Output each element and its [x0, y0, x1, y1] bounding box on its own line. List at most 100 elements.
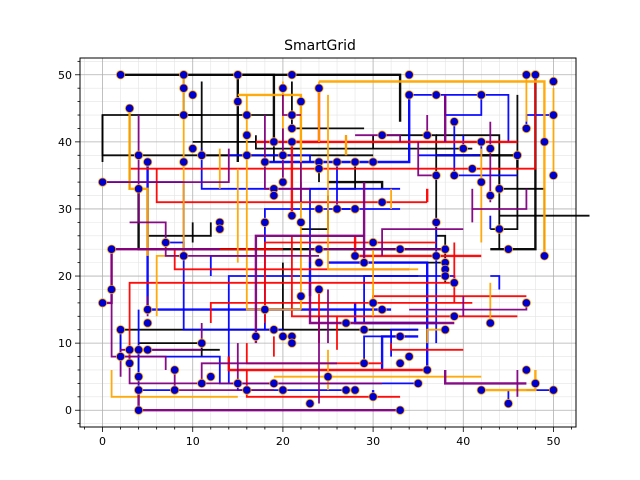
grid-node-point [395, 331, 405, 342]
grid-node-point [143, 157, 153, 167]
grid-node-point [431, 170, 441, 181]
grid-node-point [143, 345, 153, 355]
grid-node-point [115, 351, 126, 362]
y-tick-label: 30 [58, 203, 72, 216]
grid-node-point [134, 184, 144, 194]
series-line-blue [200, 148, 401, 190]
grid-node-point [548, 76, 559, 87]
series-line-red [245, 370, 401, 398]
grid-node-point [125, 103, 135, 113]
grid-node-point [179, 70, 189, 80]
grid-node-point [440, 271, 450, 281]
series-line-purple [308, 282, 455, 325]
x-tick-label: 0 [99, 435, 106, 448]
grid-node-point [476, 90, 486, 100]
grid-node-point [260, 304, 270, 315]
y-tick-label: 10 [58, 337, 72, 350]
points-layer [97, 70, 559, 415]
grid-node-point [97, 298, 108, 308]
grid-node-point [197, 338, 207, 348]
grid-node-point [521, 70, 532, 80]
grid-node-point [314, 244, 324, 254]
series-line-orange [327, 94, 419, 271]
grid-node-point [368, 298, 378, 308]
grid-node-point [449, 170, 459, 181]
grid-node-point [242, 150, 252, 160]
series-line-red [290, 235, 518, 318]
grid-node-point [134, 405, 144, 415]
series-line-red [263, 241, 437, 323]
grid-node-point [404, 351, 414, 362]
grid-node-point [115, 325, 126, 335]
grid-node-point [197, 378, 207, 388]
grid-node-point [97, 177, 108, 187]
grid-node-point [287, 338, 297, 348]
grid-node-point [368, 237, 378, 248]
grid-node-point [314, 284, 324, 295]
series-line-black [328, 180, 384, 189]
grid-node-point [134, 385, 144, 395]
grid-node-point [359, 325, 369, 335]
series-line-purple [200, 362, 337, 384]
grid-node-point [404, 70, 414, 80]
series-line-blue [264, 94, 411, 164]
grid-node-point [260, 217, 270, 227]
series-line-orange [481, 370, 537, 392]
grid-node-point [233, 70, 243, 80]
grid-node-point [179, 83, 189, 93]
grid-node-point [350, 204, 360, 214]
grid-node-point [314, 258, 324, 268]
series-line-orange [426, 328, 446, 344]
y-tick-label: 50 [58, 69, 72, 82]
grid-node-point [134, 372, 144, 382]
grid-node-point [179, 251, 189, 261]
grid-node-point [548, 385, 559, 395]
grid-node-point [287, 110, 297, 120]
grid-node-point [233, 378, 243, 388]
series-line-purple [355, 134, 402, 142]
series-line-red [390, 343, 464, 351]
grid-node-point [377, 130, 387, 140]
grid-node-point [260, 157, 270, 167]
grid-node-point [341, 385, 351, 395]
grid-node-point [278, 385, 288, 395]
grid-node-point [332, 157, 342, 167]
grid-node-point [530, 70, 541, 80]
grid-node-point [521, 123, 532, 134]
grid-node-point [206, 372, 216, 382]
grid-node-point [431, 217, 441, 227]
grid-node-point [494, 224, 504, 234]
grid-node-point [503, 244, 513, 254]
grid-node-point [341, 318, 351, 328]
grid-node-point [485, 143, 495, 154]
grid-node-point [521, 298, 532, 308]
x-tick-label: 40 [456, 435, 470, 448]
grid-node-point [467, 164, 477, 174]
grid-node-point [440, 325, 450, 335]
x-tick-label: 50 [546, 435, 560, 448]
grid-node-point [287, 211, 297, 221]
grid-node-point [106, 284, 117, 295]
grid-node-point [377, 197, 387, 207]
grid-node-point [422, 365, 432, 375]
series-line-purple [472, 188, 528, 210]
series-line-blue [363, 335, 401, 364]
x-tick-label: 30 [366, 435, 380, 448]
series-line-red [128, 281, 455, 364]
grid-node-point [332, 204, 342, 214]
series-line-purple [119, 348, 202, 377]
grid-node-point [548, 170, 559, 181]
grid-node-point [251, 331, 261, 342]
grid-node-point [106, 244, 117, 254]
grid-node-point [431, 251, 441, 261]
grid-node-point [449, 311, 459, 321]
grid-node-point [296, 291, 306, 301]
series-line-purple [417, 141, 437, 177]
grid-node-point [458, 143, 468, 154]
y-tick-label: 40 [58, 136, 72, 149]
grid-node-point [278, 177, 288, 187]
grid-node-point [179, 157, 189, 167]
grid-node-point [449, 117, 459, 127]
grid-node-point [188, 90, 198, 100]
series-line-purple [381, 228, 464, 256]
